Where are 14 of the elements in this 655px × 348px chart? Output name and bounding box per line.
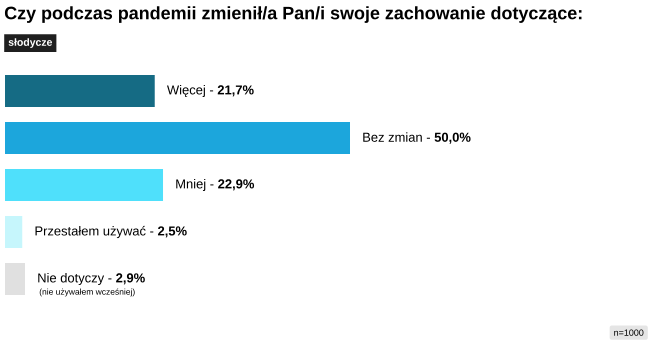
data-label: Przestałem używać - 2,5% xyxy=(36,226,187,238)
data-label: Mniej - 22,9% xyxy=(176,178,254,192)
text: n=1000 xyxy=(614,329,644,336)
data-label: Bez zmian - 50,0% xyxy=(363,132,471,144)
bar xyxy=(5,216,22,248)
data-label: Nie dotyczy - 2,9% xyxy=(38,272,145,286)
bar xyxy=(5,122,350,154)
annotation: (nie używałem wcześniej) xyxy=(40,288,135,296)
bar xyxy=(5,75,155,108)
chart-subtitle: słodycze xyxy=(8,38,52,48)
bar xyxy=(5,263,26,296)
data-label: Więcej - 21,7% xyxy=(166,84,254,98)
chart-title: Czy podczas pandemii zmienił/a Pan/i swoje zachowanie dotyczące: xyxy=(4,6,582,23)
bar xyxy=(5,169,164,202)
